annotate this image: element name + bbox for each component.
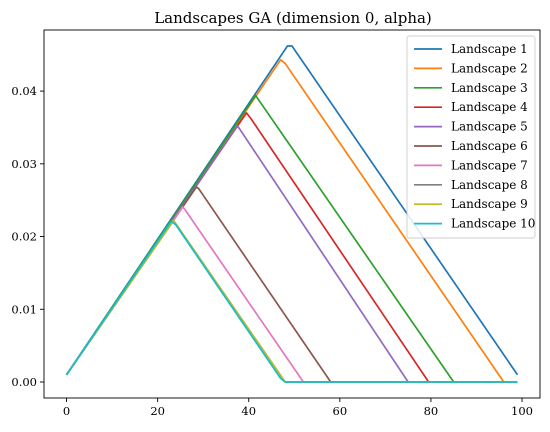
x-tick-label: 20 bbox=[150, 404, 165, 418]
y-tick-label: 0.02 bbox=[11, 230, 37, 244]
y-tick-label: 0.01 bbox=[11, 302, 37, 316]
y-tick-label: 0.03 bbox=[11, 157, 37, 171]
y-axis: 0.00 0.01 0.02 0.03 0.04 bbox=[11, 84, 44, 389]
x-tick-label: 100 bbox=[511, 404, 533, 418]
series-lines bbox=[65, 45, 519, 383]
legend-label-landscape-1: Landscape 1 bbox=[451, 42, 528, 56]
x-tick-label: 80 bbox=[424, 404, 439, 418]
legend-box bbox=[406, 35, 536, 239]
legend-label-landscape-8: Landscape 8 bbox=[451, 178, 528, 192]
x-tick-label: 40 bbox=[241, 404, 256, 418]
series-line-landscape-8 bbox=[65, 219, 518, 383]
y-tick-label: 0.04 bbox=[11, 84, 37, 98]
legend-label-landscape-6: Landscape 6 bbox=[451, 139, 528, 153]
axes-frame bbox=[43, 29, 541, 399]
chart-title: Landscapes GA (dimension 0, alpha) bbox=[154, 9, 432, 27]
legend-label-landscape-4: Landscape 4 bbox=[451, 100, 528, 114]
legend-label-landscape-2: Landscape 2 bbox=[451, 61, 528, 75]
plot-area bbox=[43, 29, 541, 399]
y-tick-label: 0.00 bbox=[11, 375, 37, 389]
x-tick-label: 60 bbox=[333, 404, 348, 418]
legend-label-landscape-9: Landscape 9 bbox=[451, 197, 528, 211]
legend: Landscape 1 Landscape 2 Landscape 3 Landsca… bbox=[406, 35, 536, 239]
legend-label-landscape-5: Landscape 5 bbox=[451, 120, 528, 134]
x-tick-label: 0 bbox=[63, 404, 70, 418]
series-line-landscape-9 bbox=[65, 219, 518, 383]
legend-label-landscape-10: Landscape 10 bbox=[451, 217, 535, 231]
series-line-landscape-10 bbox=[65, 220, 518, 383]
legend-label-landscape-3: Landscape 3 bbox=[451, 81, 528, 95]
x-axis: 0 20 40 60 80 100 bbox=[63, 398, 533, 418]
legend-label-landscape-7: Landscape 7 bbox=[451, 158, 528, 172]
